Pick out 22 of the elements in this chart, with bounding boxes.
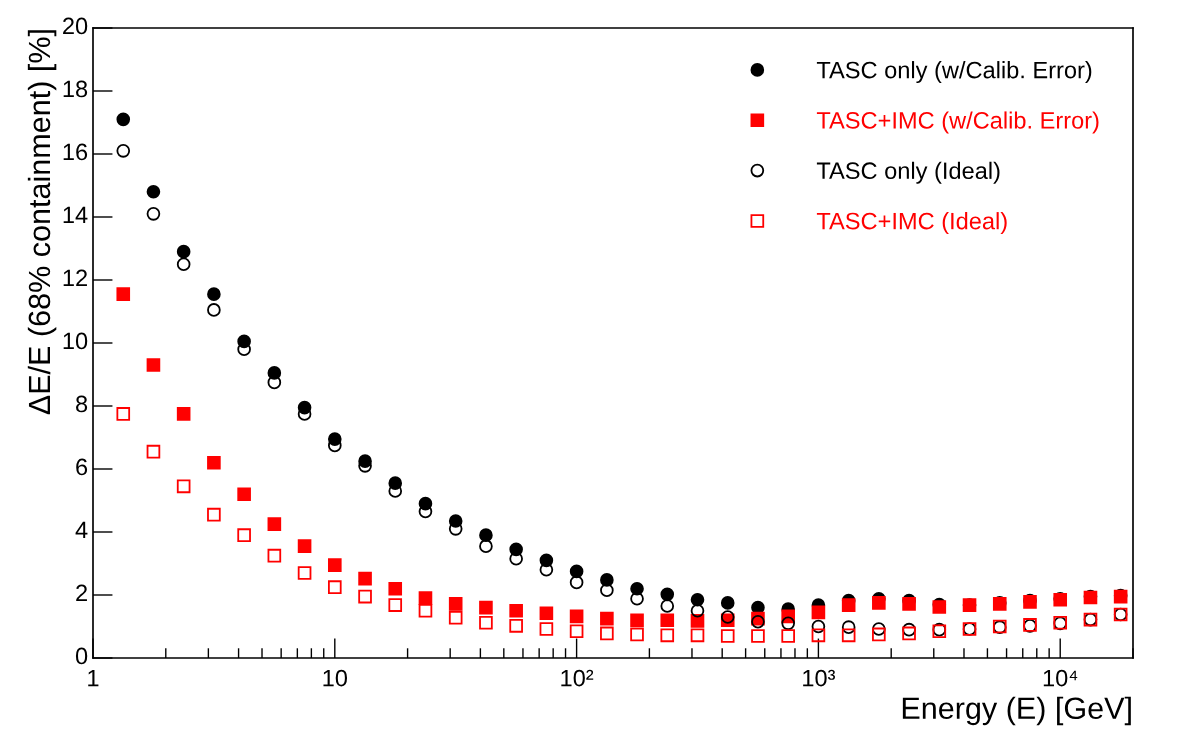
y-tick-label: 14 (63, 206, 88, 224)
y-tick-label: 10 (63, 332, 88, 350)
y-tick-label: 12 (63, 269, 87, 287)
x-tick-label: 1 (88, 669, 99, 687)
y-tick-label: 8 (76, 395, 88, 413)
y-tick-label: 18 (63, 80, 88, 98)
x-tick-label: 10³ (803, 669, 836, 687)
legend-label: TASC+IMC (w/Calib. Error) (816, 111, 1099, 134)
x-axis-title: Energy (E) [GeV] (902, 696, 1131, 726)
legend-label: TASC+IMC (Ideal) (816, 212, 1007, 235)
y-tick-label: 20 (63, 17, 88, 35)
x-tick-label: 10 (323, 669, 348, 687)
y-tick-label: 16 (63, 143, 88, 161)
legend-label: TASC only (Ideal) (816, 161, 1000, 184)
legend-label: TASC only (w/Calib. Error) (816, 61, 1092, 84)
y-axis-title: ΔE/E (68% containment) [%] (27, 30, 57, 415)
x-tick-label: 10² (561, 669, 594, 687)
y-tick-label: 0 (75, 647, 88, 665)
y-tick-label: 4 (75, 521, 88, 539)
x-tick-label: 10⁴ (1043, 669, 1078, 687)
y-tick-label: 2 (76, 584, 87, 602)
y-tick-label: 6 (76, 458, 88, 476)
